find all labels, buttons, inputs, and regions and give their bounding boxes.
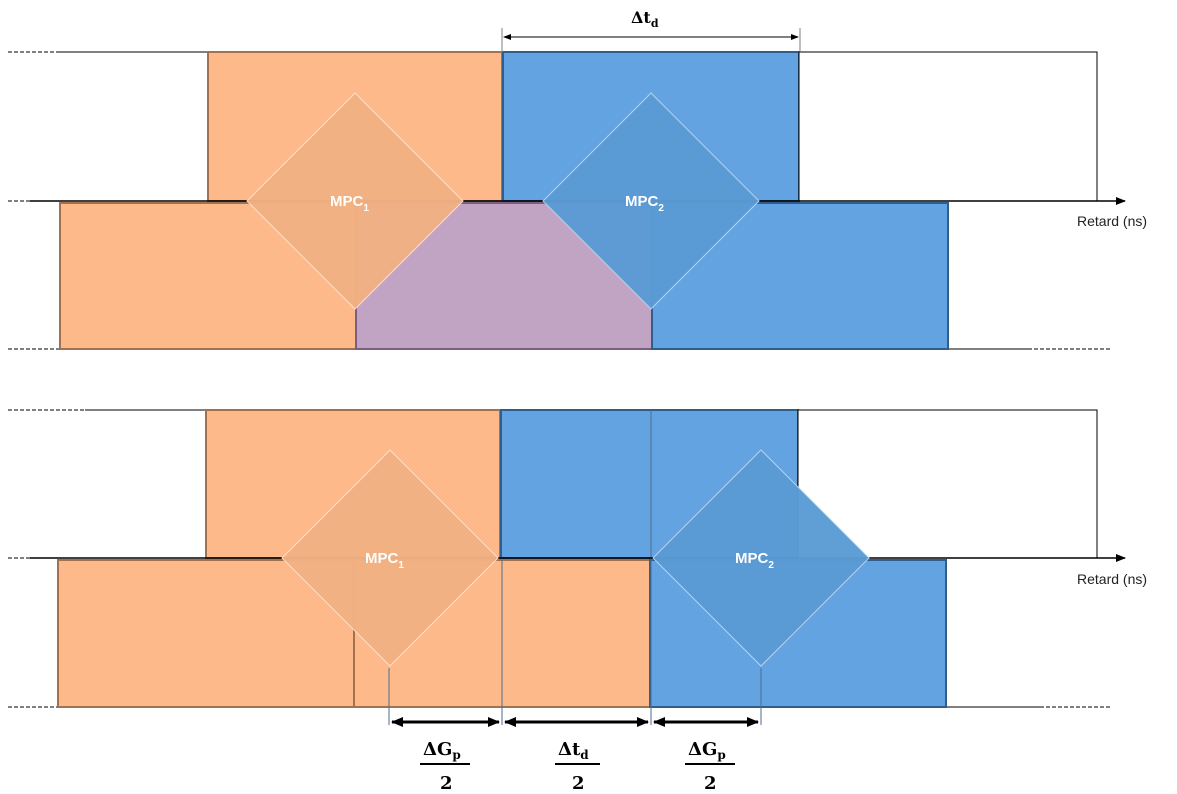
mpc2-label: MPC2: [735, 550, 774, 571]
white-block: [797, 409, 1098, 559]
mpc1-diamond: [246, 92, 464, 310]
mpc2-diamond: [652, 449, 870, 667]
mpc1-label: MPC1: [365, 550, 404, 571]
fraction-numerator: Δtd: [558, 739, 589, 762]
axis-label: Retard (ns): [1077, 213, 1147, 229]
axis-label: Retard (ns): [1077, 571, 1147, 587]
bottom-diagram: Retard (ns) MPC1 MPC2 ΔGp 2 Δtd 2 ΔGp 2: [8, 409, 1147, 794]
fraction-numerator: ΔGp: [423, 739, 461, 762]
fraction-denominator: 2: [572, 773, 585, 794]
delta-td-label: Δtd: [631, 8, 659, 30]
fraction-numerator: ΔGp: [688, 739, 726, 762]
top-diagram: Retard (ns) MPC1 MPC2 Δtd: [8, 8, 1147, 350]
fraction-denominator: 2: [440, 773, 453, 794]
mpc2-diamond: [542, 92, 760, 310]
mpc1-label: MPC1: [330, 193, 369, 214]
orange-block: [57, 559, 355, 708]
white-block: [798, 51, 1098, 202]
fraction-delta-gp-left: ΔGp 2: [420, 739, 470, 794]
mpc2-label: MPC2: [625, 193, 664, 214]
fraction-denominator: 2: [704, 773, 717, 794]
fraction-delta-gp-right: ΔGp 2: [685, 739, 735, 794]
fraction-delta-td: Δtd 2: [555, 739, 600, 794]
mpc1-diamond: [281, 449, 499, 667]
